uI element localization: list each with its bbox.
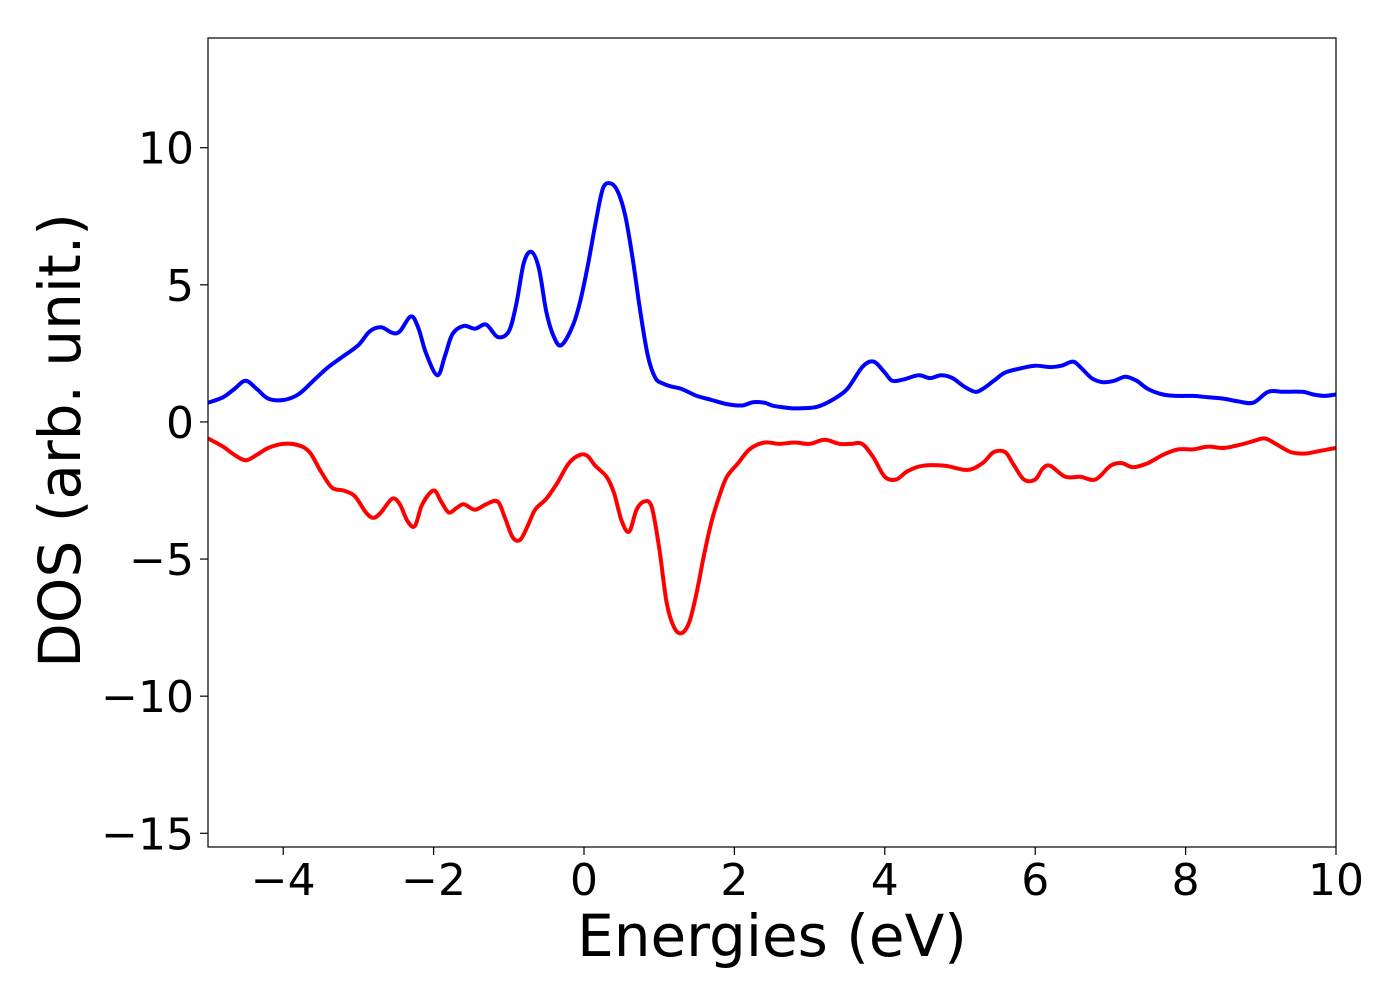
x-tick-label: 8 [1172, 855, 1200, 906]
x-tick-label: −4 [251, 855, 316, 906]
x-tick-label: 6 [1021, 855, 1049, 906]
x-tick-label: 2 [720, 855, 748, 906]
x-tick-label: 4 [871, 855, 899, 906]
y-tick-label: 0 [166, 398, 194, 449]
y-axis-ticks: −15 −10 −5 0 5 10 [101, 124, 208, 860]
plot-frame [207, 37, 1337, 848]
x-axis-ticks: −4 −2 0 2 4 6 8 10 [251, 847, 1364, 906]
y-tick-label: −10 [101, 672, 194, 723]
series-layer [207, 181, 1337, 636]
y-tick-label: −15 [101, 809, 194, 860]
y-axis-label: DOS (arb. unit.) [26, 213, 94, 668]
y-tick-label: −5 [129, 535, 194, 586]
y-tick-label: 10 [138, 124, 194, 175]
series-line-0 [207, 181, 1337, 411]
x-axis-label: Energies (eV) [577, 902, 967, 970]
y-tick-label: 5 [166, 261, 194, 312]
x-tick-label: 10 [1308, 855, 1364, 906]
x-tick-label: 0 [570, 855, 598, 906]
x-tick-label: −2 [401, 855, 466, 906]
series-line-1 [207, 436, 1337, 636]
